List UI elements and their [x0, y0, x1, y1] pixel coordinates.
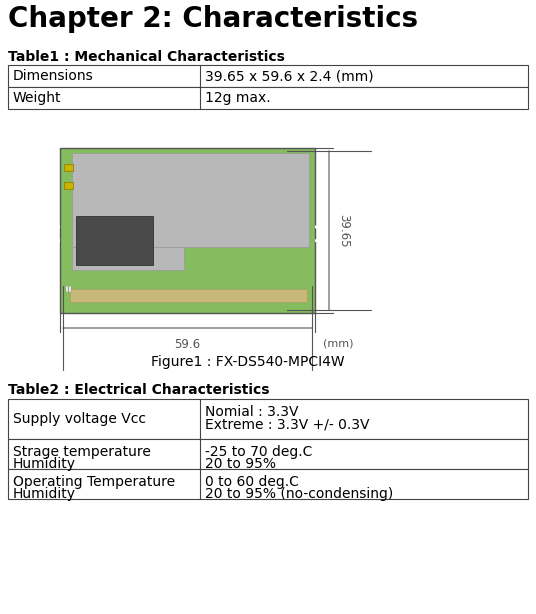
- Text: 20 to 95% (no-condensing): 20 to 95% (no-condensing): [205, 487, 393, 501]
- Text: Table1 : Mechanical Characteristics: Table1 : Mechanical Characteristics: [8, 50, 285, 64]
- Text: 20 to 95%: 20 to 95%: [205, 457, 276, 471]
- Text: 12g max.: 12g max.: [205, 91, 271, 105]
- Text: -25 to 70 deg.C: -25 to 70 deg.C: [205, 445, 312, 459]
- Bar: [69, 286, 71, 292]
- Bar: [8, 439, 528, 469]
- Text: Table2 : Electrical Characteristics: Table2 : Electrical Characteristics: [8, 383, 270, 397]
- Text: Humidity: Humidity: [13, 457, 76, 471]
- Text: Humidity: Humidity: [13, 487, 76, 501]
- Text: Operating Temperature: Operating Temperature: [13, 475, 175, 489]
- Bar: [76, 216, 153, 265]
- Text: (mm): (mm): [323, 338, 354, 348]
- Bar: [8, 65, 528, 87]
- Text: Figure1 : FX-DS540-MPCI4W: Figure1 : FX-DS540-MPCI4W: [151, 355, 345, 369]
- Text: 39.65: 39.65: [337, 214, 350, 247]
- Bar: [8, 469, 528, 499]
- Bar: [72, 247, 184, 270]
- Bar: [8, 399, 528, 439]
- Text: 39.65 x 59.6 x 2.4 (mm): 39.65 x 59.6 x 2.4 (mm): [205, 69, 374, 83]
- Text: 0 to 60 deg.C: 0 to 60 deg.C: [205, 475, 299, 489]
- Bar: [64, 164, 73, 171]
- Text: Nomial : 3.3V: Nomial : 3.3V: [205, 405, 299, 419]
- Bar: [60, 148, 315, 313]
- Text: Strage temperature: Strage temperature: [13, 445, 151, 459]
- Text: Extreme : 3.3V +/- 0.3V: Extreme : 3.3V +/- 0.3V: [205, 417, 369, 431]
- Bar: [64, 182, 73, 189]
- Bar: [66, 286, 68, 292]
- Text: Chapter 2: Characteristics: Chapter 2: Characteristics: [8, 5, 418, 33]
- Bar: [70, 289, 307, 302]
- Text: Weight: Weight: [13, 91, 62, 105]
- Text: Dimensions: Dimensions: [13, 69, 94, 83]
- Text: 59.6: 59.6: [174, 338, 200, 351]
- Bar: [72, 153, 309, 247]
- Text: Supply voltage Vcc: Supply voltage Vcc: [13, 412, 146, 426]
- Bar: [8, 87, 528, 109]
